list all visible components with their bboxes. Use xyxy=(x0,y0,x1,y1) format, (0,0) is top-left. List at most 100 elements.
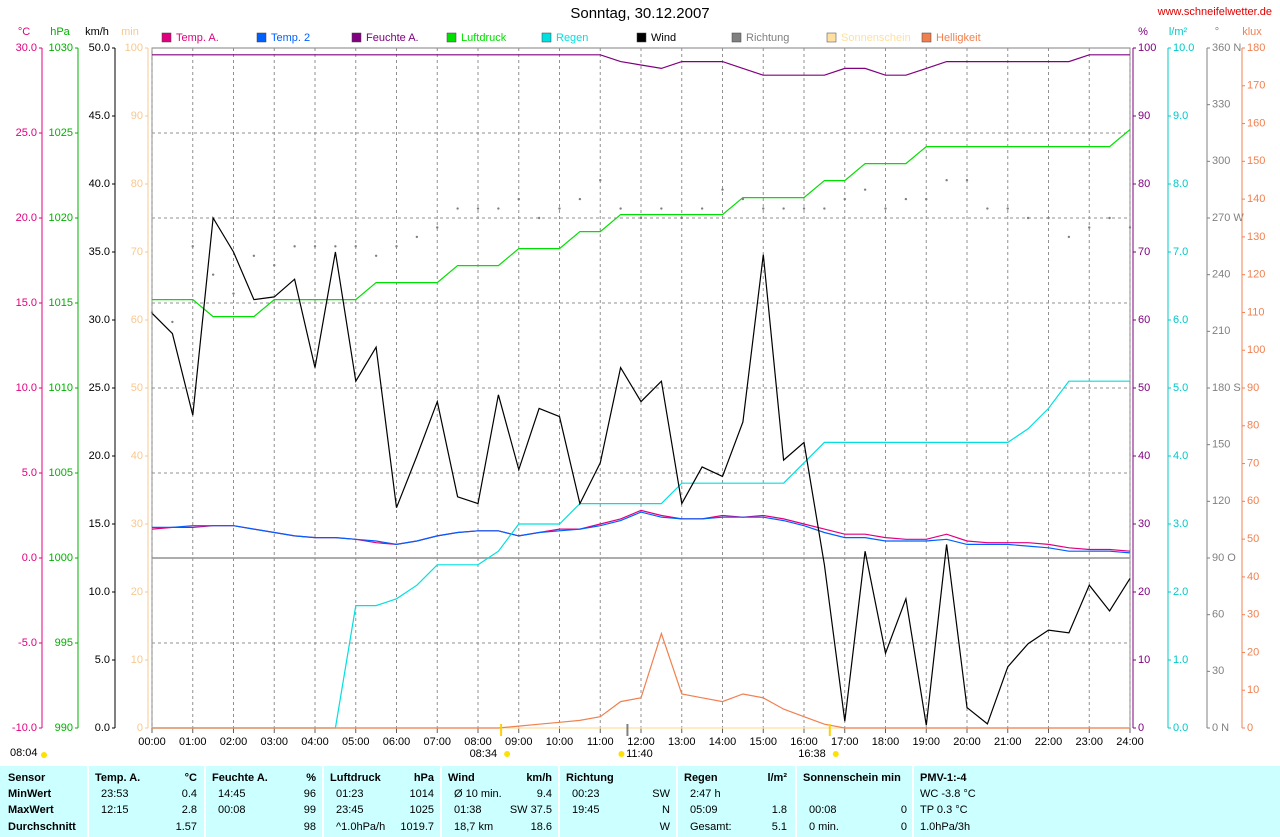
y-tick-label: 120 xyxy=(1212,495,1230,507)
direction-dot xyxy=(925,197,928,201)
table-header-unit: l/m² xyxy=(767,772,787,784)
direction-dot xyxy=(965,179,969,182)
y-tick-label: 40 xyxy=(131,450,143,462)
table-cell: Ø 10 min. xyxy=(454,788,502,800)
table-cell: 2.8 xyxy=(182,804,197,816)
y-tick-label: 15.0 xyxy=(89,518,110,530)
y-tick-label: 3.0 xyxy=(1173,518,1188,530)
y-tick-label: 50 xyxy=(131,382,143,394)
legend-swatch xyxy=(921,32,932,43)
direction-dot xyxy=(150,311,154,314)
y-tick-label: 30 xyxy=(1138,518,1150,530)
legend-label: Regen xyxy=(556,32,588,44)
series-line xyxy=(151,216,1131,726)
direction-dot xyxy=(232,292,235,295)
x-tick-label: 20:00 xyxy=(953,736,981,748)
table-cell: 05:09 xyxy=(690,804,718,816)
direction-dot xyxy=(273,264,276,267)
table-cell: 0 xyxy=(901,804,907,816)
x-tick-label: 05:00 xyxy=(342,736,370,748)
y-tick-label: 180 xyxy=(1247,42,1265,54)
table-cell: 1019.7 xyxy=(400,821,434,833)
legend-swatch xyxy=(161,32,172,43)
table-cell: WC -3.8 °C xyxy=(920,788,976,800)
direction-dot xyxy=(700,207,704,210)
table-cell: 99 xyxy=(304,804,316,816)
annotation-icon xyxy=(618,751,625,757)
y-tick-label: 90 xyxy=(131,110,143,122)
direction-dot xyxy=(863,188,867,191)
table-cell: 01:38 xyxy=(454,804,482,816)
x-tick-label: 00:00 xyxy=(138,736,166,748)
series-line xyxy=(152,129,1131,318)
y-tick-label: 10 xyxy=(131,654,143,666)
y-tick-label: 1015 xyxy=(49,297,73,309)
y-tick-label: 0.0 xyxy=(1173,722,1188,734)
table-cell: 14:45 xyxy=(218,788,246,800)
y-tick-label: 100 xyxy=(1138,42,1156,54)
table-header: Luftdruck xyxy=(330,772,382,784)
axis-unit: ° xyxy=(1215,26,1219,38)
y-tick-label: 7.0 xyxy=(1173,246,1188,258)
y-tick-label: 40.0 xyxy=(89,178,110,190)
y-tick-label: 30 xyxy=(1212,665,1224,677)
y-tick-label: 70 xyxy=(131,246,143,258)
table-header: PMV-1:-4 xyxy=(920,772,967,784)
y-tick-label: 60 xyxy=(1138,314,1150,326)
direction-dot xyxy=(1128,226,1132,229)
y-tick-label: 5.0 xyxy=(22,467,37,479)
table-cell: ^1.0hPa/h xyxy=(336,821,385,833)
x-tick-label: 08:00 xyxy=(464,736,492,748)
table-cell: 96 xyxy=(304,788,316,800)
axis-unit: hPa xyxy=(50,26,70,38)
legend-label: Richtung xyxy=(746,32,789,44)
y-tick-label: -5.0 xyxy=(18,637,37,649)
y-tick-label: 60 xyxy=(1247,495,1259,507)
legend-swatch xyxy=(826,32,837,43)
table-cell: Durchschnitt xyxy=(8,821,76,833)
legend-label: Luftdruck xyxy=(461,32,507,44)
table-cell: 00:08 xyxy=(809,804,837,816)
table-header-unit: % xyxy=(306,772,316,784)
y-tick-label: 100 xyxy=(1247,344,1265,356)
series-line xyxy=(152,631,1130,729)
y-tick-label: 0 xyxy=(1247,722,1253,734)
y-tick-label: 120 xyxy=(1247,269,1265,281)
series-line xyxy=(152,54,1130,76)
direction-dot xyxy=(741,197,745,201)
y-tick-label: 6.0 xyxy=(1173,314,1188,326)
y-tick-label: 80 xyxy=(131,178,143,190)
table-header: Sonnenschein min xyxy=(803,772,901,784)
direction-dot xyxy=(1067,235,1071,239)
direction-dot xyxy=(1108,216,1111,220)
table-cell: 1.0hPa/3h xyxy=(920,821,970,833)
x-tick-label: 12:00 xyxy=(627,736,655,748)
y-tick-label: 60 xyxy=(1212,609,1224,621)
axis-unit: °C xyxy=(18,26,30,38)
table-cell: 01:23 xyxy=(336,788,364,800)
table-cell: 1.57 xyxy=(176,821,197,833)
y-tick-label: 300 xyxy=(1212,155,1230,167)
table-cell: 1014 xyxy=(410,788,434,800)
direction-dot xyxy=(599,179,602,182)
direction-dot xyxy=(191,245,194,248)
y-tick-label: 40 xyxy=(1247,571,1259,583)
y-tick-label: 1010 xyxy=(49,382,73,394)
y-tick-label: 2.0 xyxy=(1173,586,1188,598)
direction-dot xyxy=(660,207,663,210)
x-tick-label: 04:00 xyxy=(301,736,329,748)
y-tick-label: 90 O xyxy=(1212,552,1236,564)
y-tick-label: 35.0 xyxy=(89,246,110,258)
legend-swatch xyxy=(731,32,742,43)
direction-dot xyxy=(374,254,378,257)
legend-label: Feuchte A. xyxy=(366,32,419,44)
table-header-unit: °C xyxy=(185,772,197,784)
y-tick-label: 50 xyxy=(1138,382,1150,394)
table-cell: Gesamt: xyxy=(690,821,732,833)
y-tick-label: 30.0 xyxy=(16,42,37,54)
y-tick-label: 80 xyxy=(1247,420,1259,432)
y-tick-label: 15.0 xyxy=(16,297,37,309)
x-tick-label: 22:00 xyxy=(1035,736,1063,748)
